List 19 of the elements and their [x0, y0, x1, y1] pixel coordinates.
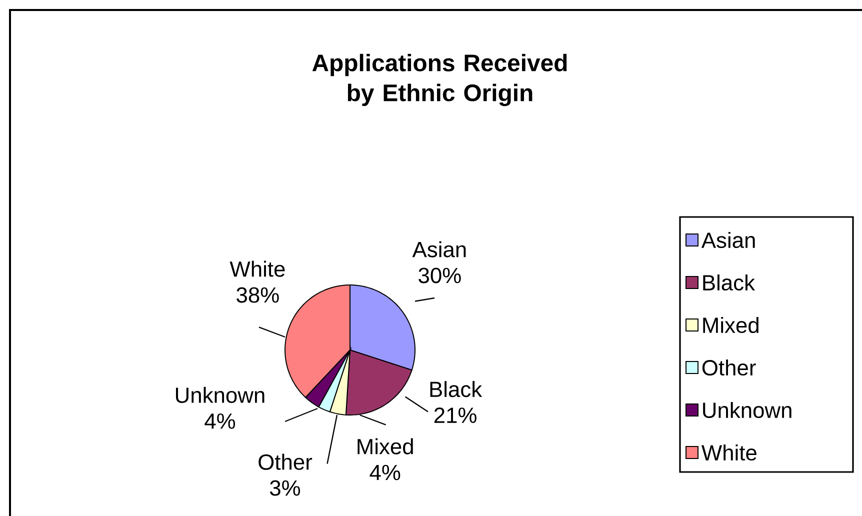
- legend-label: Mixed: [703, 316, 758, 334]
- legend-label: Asian: [701, 232, 755, 248]
- legend-label: Unknown: [703, 402, 792, 418]
- legend-label: Other: [702, 359, 756, 376]
- legend-label: Black: [703, 274, 756, 291]
- data-label: 3%: [270, 480, 300, 496]
- data-label: 21%: [434, 408, 476, 423]
- slice-label: White: [230, 260, 285, 277]
- category-label: Unknown: [176, 386, 264, 403]
- data-label: 4%: [204, 413, 236, 429]
- slice-label: Asian: [412, 241, 466, 258]
- data-label: 4%: [370, 464, 400, 480]
- slice-label: Mixed: [358, 438, 413, 454]
- legend-label: White: [701, 444, 756, 461]
- slice-label: Other: [258, 454, 312, 470]
- data-label: 30%: [418, 268, 461, 284]
- slice-label: Black: [430, 381, 482, 398]
- data-label: 38%: [236, 287, 279, 303]
- chart-title: Applications Received by Ethnic Origin: [312, 54, 567, 106]
